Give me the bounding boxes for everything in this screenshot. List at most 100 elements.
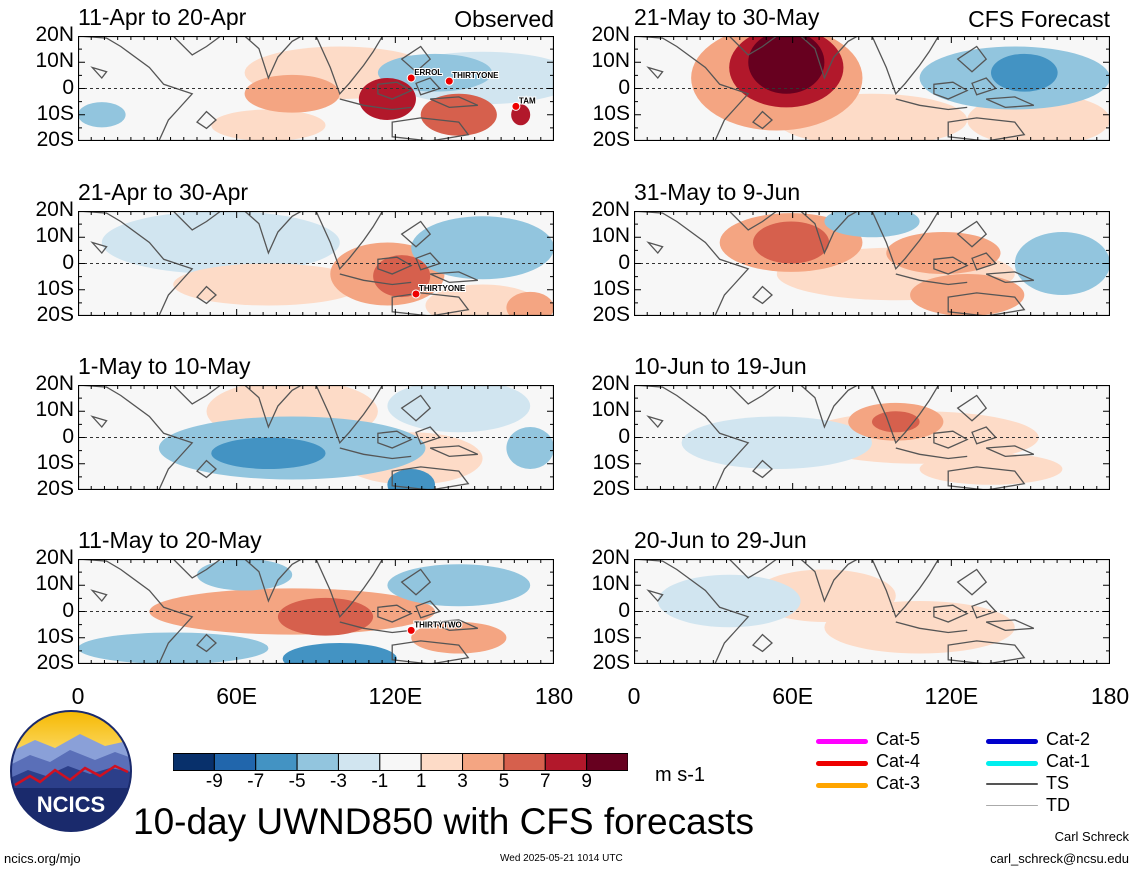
storm-legend-label: Cat-5 [876, 729, 921, 749]
storm-legend-swatch [986, 783, 1038, 785]
storm-label: THIRTYONE [452, 71, 499, 80]
colorbar-tick-label: 9 [581, 771, 592, 792]
coastline [429, 96, 479, 109]
heatmap-svg: ERROL THIRTYONE TAM [78, 36, 554, 141]
coastline [871, 211, 940, 271]
map-panel [634, 385, 1110, 490]
coastline [339, 273, 412, 286]
y-tick-label: 10S [592, 101, 630, 125]
coastline [196, 110, 217, 130]
coastline [728, 36, 778, 56]
coastline [172, 385, 222, 405]
y-tick-label: 20S [36, 303, 74, 326]
storm-legend-swatch [986, 761, 1038, 766]
x-tick-label: 0 [627, 683, 641, 709]
heatmap-cell [420, 93, 497, 136]
colorbar-swatch [379, 753, 422, 771]
coastline [90, 241, 108, 255]
coastline [196, 285, 217, 305]
coastline [800, 559, 859, 603]
coastline [800, 211, 859, 255]
heatmap-cell [681, 416, 872, 469]
x-tick-label: 60E [772, 683, 814, 709]
heatmap-cell [387, 469, 435, 490]
storm-marker [444, 76, 454, 86]
coastline [196, 459, 217, 479]
coastline [752, 459, 773, 479]
y-tick-label: 20S [592, 651, 630, 674]
coastline [339, 621, 412, 634]
y-tick-label: 10S [36, 450, 74, 474]
coastline [947, 292, 1026, 316]
heatmap-cell [991, 585, 1087, 628]
y-tick-label: 0 [62, 598, 74, 622]
y-tick-label: 20N [35, 372, 74, 395]
coastline [172, 36, 222, 56]
units-label: m s-1 [655, 764, 705, 786]
storm-legend-swatch [816, 783, 868, 788]
map-panel [634, 211, 1110, 316]
storm-legend-swatch [816, 739, 868, 744]
heatmap-svg: THIRTYONE [78, 211, 554, 316]
coastline [752, 285, 773, 305]
storm-label: TAM [519, 96, 536, 105]
coastline [646, 415, 664, 429]
heatmap-svg: THIRTYTWO [78, 559, 554, 664]
heatmap-svg [634, 385, 1110, 490]
x-tick-label: 180 [1090, 683, 1130, 709]
storm-legend-label: Cat-4 [876, 751, 921, 771]
storm-legend-label: Cat-2 [1046, 729, 1091, 749]
coastline [315, 36, 384, 96]
coastline [871, 36, 940, 96]
y-tick-label: 0 [62, 250, 74, 274]
heatmap-cell [824, 211, 920, 238]
column-header: Observed [454, 6, 554, 32]
y-tick-label: 10N [35, 49, 74, 73]
map-panel [78, 385, 554, 490]
coastline [895, 273, 968, 286]
y-tick-label: 10N [591, 572, 630, 596]
coastline [244, 559, 303, 603]
heatmap-cell [657, 574, 801, 628]
coastline [377, 256, 413, 275]
y-tick-label: 0 [62, 424, 74, 448]
heatmap-cell [197, 559, 293, 591]
footer-url: ncics.org/mjo [4, 851, 81, 866]
coastline [956, 394, 988, 422]
heatmap-cell [506, 291, 554, 316]
coastline [196, 633, 217, 653]
coastline [752, 633, 773, 653]
colorbar-swatch [296, 753, 339, 771]
colorbar-tick-label: 5 [498, 771, 510, 792]
map-panel: ERROL THIRTYONE TAM [78, 36, 554, 141]
x-tick-label: 120E [924, 683, 979, 709]
panel-title: 10-Jun to 19-Jun [634, 353, 807, 379]
colorbar-swatch [586, 753, 629, 771]
y-tick-label: 0 [618, 250, 630, 274]
coastline [244, 385, 303, 429]
map-panel: THIRTYONE [78, 211, 554, 316]
coastline [172, 559, 222, 579]
heatmap-svg [634, 559, 1110, 664]
heatmap-cell [78, 632, 269, 664]
coastline [947, 640, 1026, 664]
y-tick-label: 10N [35, 224, 74, 248]
heatmap-cell [991, 53, 1058, 92]
storm-legend-swatch [986, 739, 1038, 744]
y-tick-label: 20N [591, 23, 630, 46]
coastline [800, 385, 859, 429]
coastline [244, 36, 303, 80]
storm-marker [511, 101, 521, 111]
logo-text: NCICS [37, 792, 105, 817]
coastline [646, 589, 664, 603]
y-tick-label: 20N [591, 372, 630, 395]
heatmap-cell [411, 216, 554, 280]
panel-title: 21-Apr to 30-Apr [78, 179, 249, 205]
coastline [78, 559, 194, 664]
storm-marker [406, 625, 416, 635]
coastline [90, 589, 108, 603]
panel-title: 1-May to 10-May [78, 353, 251, 379]
y-tick-label: 20S [592, 477, 630, 500]
storm-label: THIRTYONE [419, 284, 466, 293]
coastline [895, 621, 968, 634]
